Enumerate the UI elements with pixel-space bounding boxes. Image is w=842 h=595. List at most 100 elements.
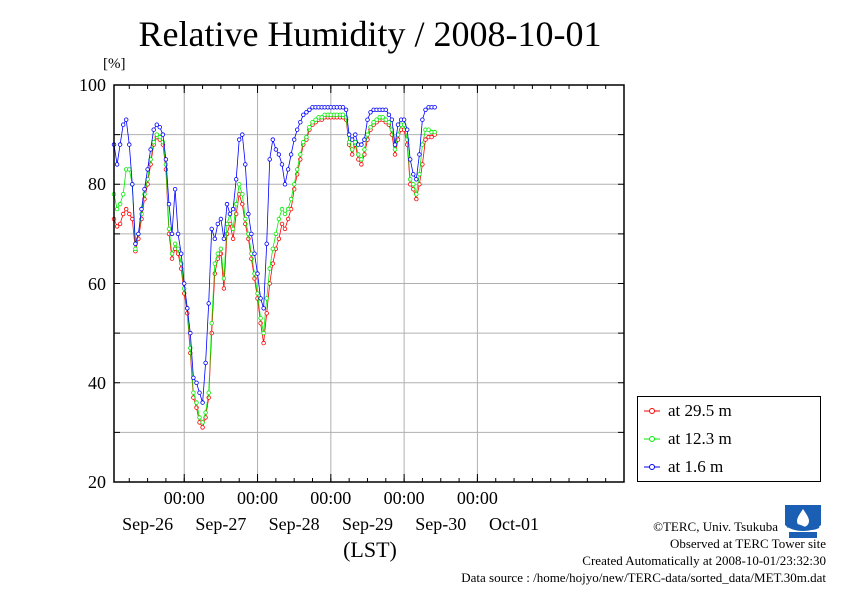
x-time-label: 00:00 [456,488,498,508]
data-point [130,182,135,187]
data-point [401,117,407,122]
data-point [288,152,294,157]
data-point [215,251,220,256]
data-point [218,246,224,251]
data-point [249,231,254,237]
data-point [380,115,385,120]
data-point [429,134,434,140]
legend-item-12-3m: at 12.3 m [644,428,732,450]
data-point [117,142,123,147]
data-point [285,206,291,212]
data-point [123,117,129,122]
data-point [215,221,220,227]
data-point [392,147,398,152]
data-point [276,236,282,241]
data-point [304,110,309,115]
legend-marker-red-icon [644,408,660,414]
data-point [169,256,175,261]
data-point [340,112,346,117]
data-point [353,139,358,145]
data-point [145,167,150,172]
data-point [255,271,260,276]
data-point [139,206,144,212]
data-point [383,107,388,112]
data-point [185,306,190,311]
legend-label: at 1.6 m [668,457,724,476]
data-point [243,216,248,222]
data-point [197,415,202,420]
data-point [282,211,288,217]
data-point [292,182,297,187]
data-point [423,137,428,142]
data-point [197,390,202,395]
data-point [350,152,355,157]
data-point [304,134,309,140]
data-point [181,281,187,286]
data-point [368,110,373,115]
data-point [301,112,306,117]
data-point [114,162,120,167]
data-point [212,236,217,241]
data-point [178,251,184,256]
data-point [114,206,120,212]
legend: at 29.5 m at 12.3 m at 1.6 m [637,396,821,482]
data-point [212,261,217,266]
data-point [267,157,272,162]
y-tick-label: 20 [88,472,106,492]
copyright-text: ©TERC, Univ. Tsukuba [653,519,778,534]
data-point [243,162,248,167]
data-point [203,360,208,366]
series-line [113,116,435,429]
data-point [343,107,349,112]
data-point [295,167,300,172]
data-point [310,119,315,125]
data-point [169,231,175,237]
legend-marker-green-icon [644,436,660,442]
data-point [133,241,138,246]
grid-lines [114,85,624,482]
data-point [276,216,282,222]
data-point [307,107,312,112]
legend-label: at 12.3 m [668,429,732,448]
data-point [408,177,413,182]
terc-logo-icon [783,503,823,539]
data-point [298,152,303,157]
data-point [417,172,422,177]
data-point [346,139,352,145]
data-point [414,191,419,197]
data-point [386,112,392,117]
x-date-label: Sep-27 [195,514,247,534]
data-point [276,152,282,157]
data-point [340,105,346,110]
data-point [371,119,376,125]
data-point [273,231,279,237]
data-point [383,117,388,122]
x-date-label: Sep-26 [122,514,174,534]
data-point [279,206,285,212]
data-point [374,117,379,122]
x-date-label: Sep-30 [415,514,467,534]
data-point [252,251,257,256]
data-point [362,147,367,152]
x-time-label: 00:00 [383,488,425,508]
data-point [230,226,236,232]
data-point [233,177,239,182]
x-date-label: Oct-01 [489,514,540,534]
data-point [307,124,312,130]
data-point [368,124,373,130]
data-point [301,139,306,145]
data-point [172,186,178,192]
series-2 [111,105,437,405]
data-point [411,182,416,187]
data-point [181,286,187,291]
data-point [221,236,227,241]
data-point [212,271,217,276]
data-point [154,122,159,127]
data-point [408,157,413,162]
data-point [359,142,364,147]
data-point [392,142,398,147]
data-point [157,134,162,140]
data-point [423,107,428,112]
data-point [414,196,419,202]
data-point [114,224,120,229]
